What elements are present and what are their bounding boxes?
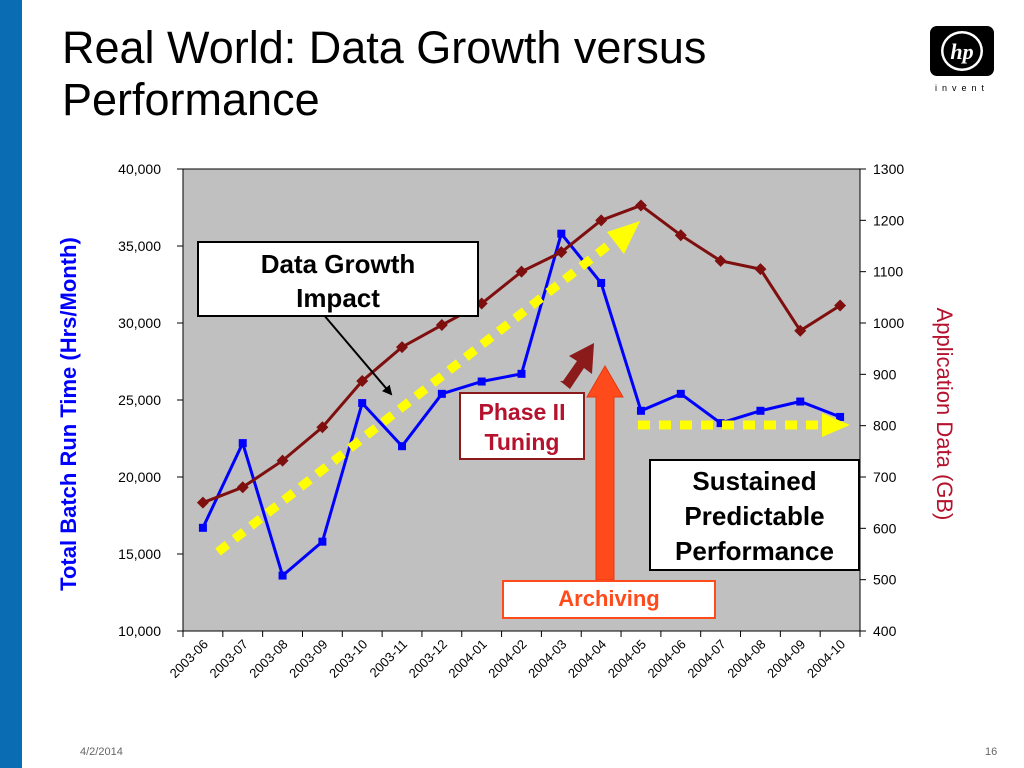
data-point	[477, 377, 486, 386]
data-point	[236, 481, 249, 494]
data-point	[676, 389, 685, 398]
data-point	[716, 419, 725, 428]
logo-tagline: invent	[935, 83, 989, 93]
data-point	[557, 229, 566, 238]
data-point	[515, 265, 528, 278]
x-tick-label: 2004-09	[764, 637, 808, 681]
y-axis-title-right: Application Data (GB)	[932, 308, 957, 521]
x-tick-label: 2004-02	[485, 637, 529, 681]
y-tick-label-left: 10,000	[118, 623, 161, 639]
hp-logo: hp invent	[930, 26, 994, 93]
data-point	[595, 214, 608, 227]
data-point	[555, 246, 568, 259]
y-tick-label-right: 1000	[873, 315, 904, 331]
data-point	[836, 412, 845, 421]
data-point	[356, 375, 369, 388]
data-point	[834, 299, 847, 312]
x-tick-label: 2004-06	[645, 637, 689, 681]
y-tick-label-left: 20,000	[118, 469, 161, 485]
data-point	[754, 263, 767, 276]
archiving-arrow	[586, 365, 624, 581]
tuning-arrow	[560, 343, 594, 389]
data-point	[435, 319, 448, 332]
y-tick-label-left: 30,000	[118, 315, 161, 331]
data-point	[396, 341, 409, 354]
x-tick-label: 2003-11	[366, 637, 410, 681]
x-tick-label: 2004-10	[804, 637, 848, 681]
title-line-2: Performance	[62, 74, 320, 125]
data-point	[796, 397, 805, 406]
data-point	[358, 399, 367, 408]
y-tick-label-right: 1300	[873, 161, 904, 177]
y-tick-label-left: 15,000	[118, 546, 161, 562]
data-point	[437, 389, 446, 398]
callout-pointer	[322, 313, 393, 396]
x-tick-label: 2004-03	[525, 637, 569, 681]
data-point	[714, 254, 727, 267]
callout-data-growth: Data Growth Impact	[197, 241, 479, 317]
x-tick-label: 2003-12	[406, 637, 450, 681]
data-point	[756, 406, 765, 415]
callout-phase2-tuning: Phase II Tuning	[459, 392, 585, 460]
x-tick-label: 2003-06	[167, 637, 211, 681]
x-tick-label: 2004-07	[684, 637, 728, 681]
y-tick-label-right: 700	[873, 469, 897, 485]
y-tick-label-right: 500	[873, 572, 897, 588]
callout-line: Data Growth	[260, 249, 416, 279]
callout-line: Impact	[296, 283, 380, 313]
data-point	[278, 571, 287, 580]
growth-trend-arrowhead	[607, 221, 640, 254]
x-tick-label: 2004-05	[605, 637, 649, 681]
y-tick-label-right: 400	[873, 623, 897, 639]
data-point	[398, 442, 407, 451]
y-tick-label-right: 800	[873, 418, 897, 434]
y-axis-title-left: Total Batch Run Time (Hrs/Month)	[56, 237, 81, 591]
y-tick-label-right: 1100	[873, 264, 903, 280]
x-tick-label: 2003-07	[207, 637, 251, 681]
y-tick-label-left: 40,000	[118, 161, 161, 177]
callout-line: Sustained	[692, 466, 817, 496]
y-tick-label-left: 35,000	[118, 238, 161, 254]
svg-text:hp: hp	[950, 39, 973, 64]
data-point	[597, 278, 606, 287]
callout-line: Phase II	[478, 399, 566, 425]
y-tick-label-right: 1200	[873, 212, 904, 228]
x-tick-label: 2004-04	[565, 637, 609, 681]
y-tick-label-right: 900	[873, 366, 897, 382]
data-point	[318, 537, 327, 546]
data-point	[634, 199, 647, 212]
x-tick-label: 2004-01	[445, 637, 489, 681]
data-point	[636, 406, 645, 415]
page-number: 16	[985, 746, 998, 758]
x-tick-label: 2004-08	[724, 637, 768, 681]
accent-bar	[0, 0, 22, 768]
sustained-trend-arrowhead	[822, 413, 850, 437]
data-point	[196, 496, 209, 509]
data-point	[517, 369, 526, 378]
x-tick-label: 2003-10	[326, 637, 370, 681]
y-tick-label-left: 25,000	[118, 392, 161, 408]
data-point	[198, 523, 207, 532]
data-point	[238, 439, 247, 448]
data-point	[674, 229, 687, 242]
footer-date: 4/2/2014	[80, 746, 123, 758]
callout-line: Predictable	[684, 501, 825, 531]
x-tick-label: 2003-08	[246, 637, 290, 681]
callout-line: Performance	[675, 536, 834, 566]
callout-archiving: Archiving	[502, 580, 716, 619]
title-line-1: Real World: Data Growth versus	[62, 22, 707, 73]
data-point	[794, 324, 807, 337]
y-tick-label-right: 600	[873, 520, 897, 536]
callout-line: Tuning	[484, 429, 560, 455]
data-point	[316, 421, 329, 434]
data-point	[276, 454, 289, 467]
page-title: Real World: Data Growth versus Performan…	[62, 22, 862, 126]
x-tick-label: 2003-09	[286, 637, 330, 681]
growth-trend-arrow	[215, 236, 618, 556]
callout-sustained: Sustained Predictable Performance	[649, 459, 860, 571]
